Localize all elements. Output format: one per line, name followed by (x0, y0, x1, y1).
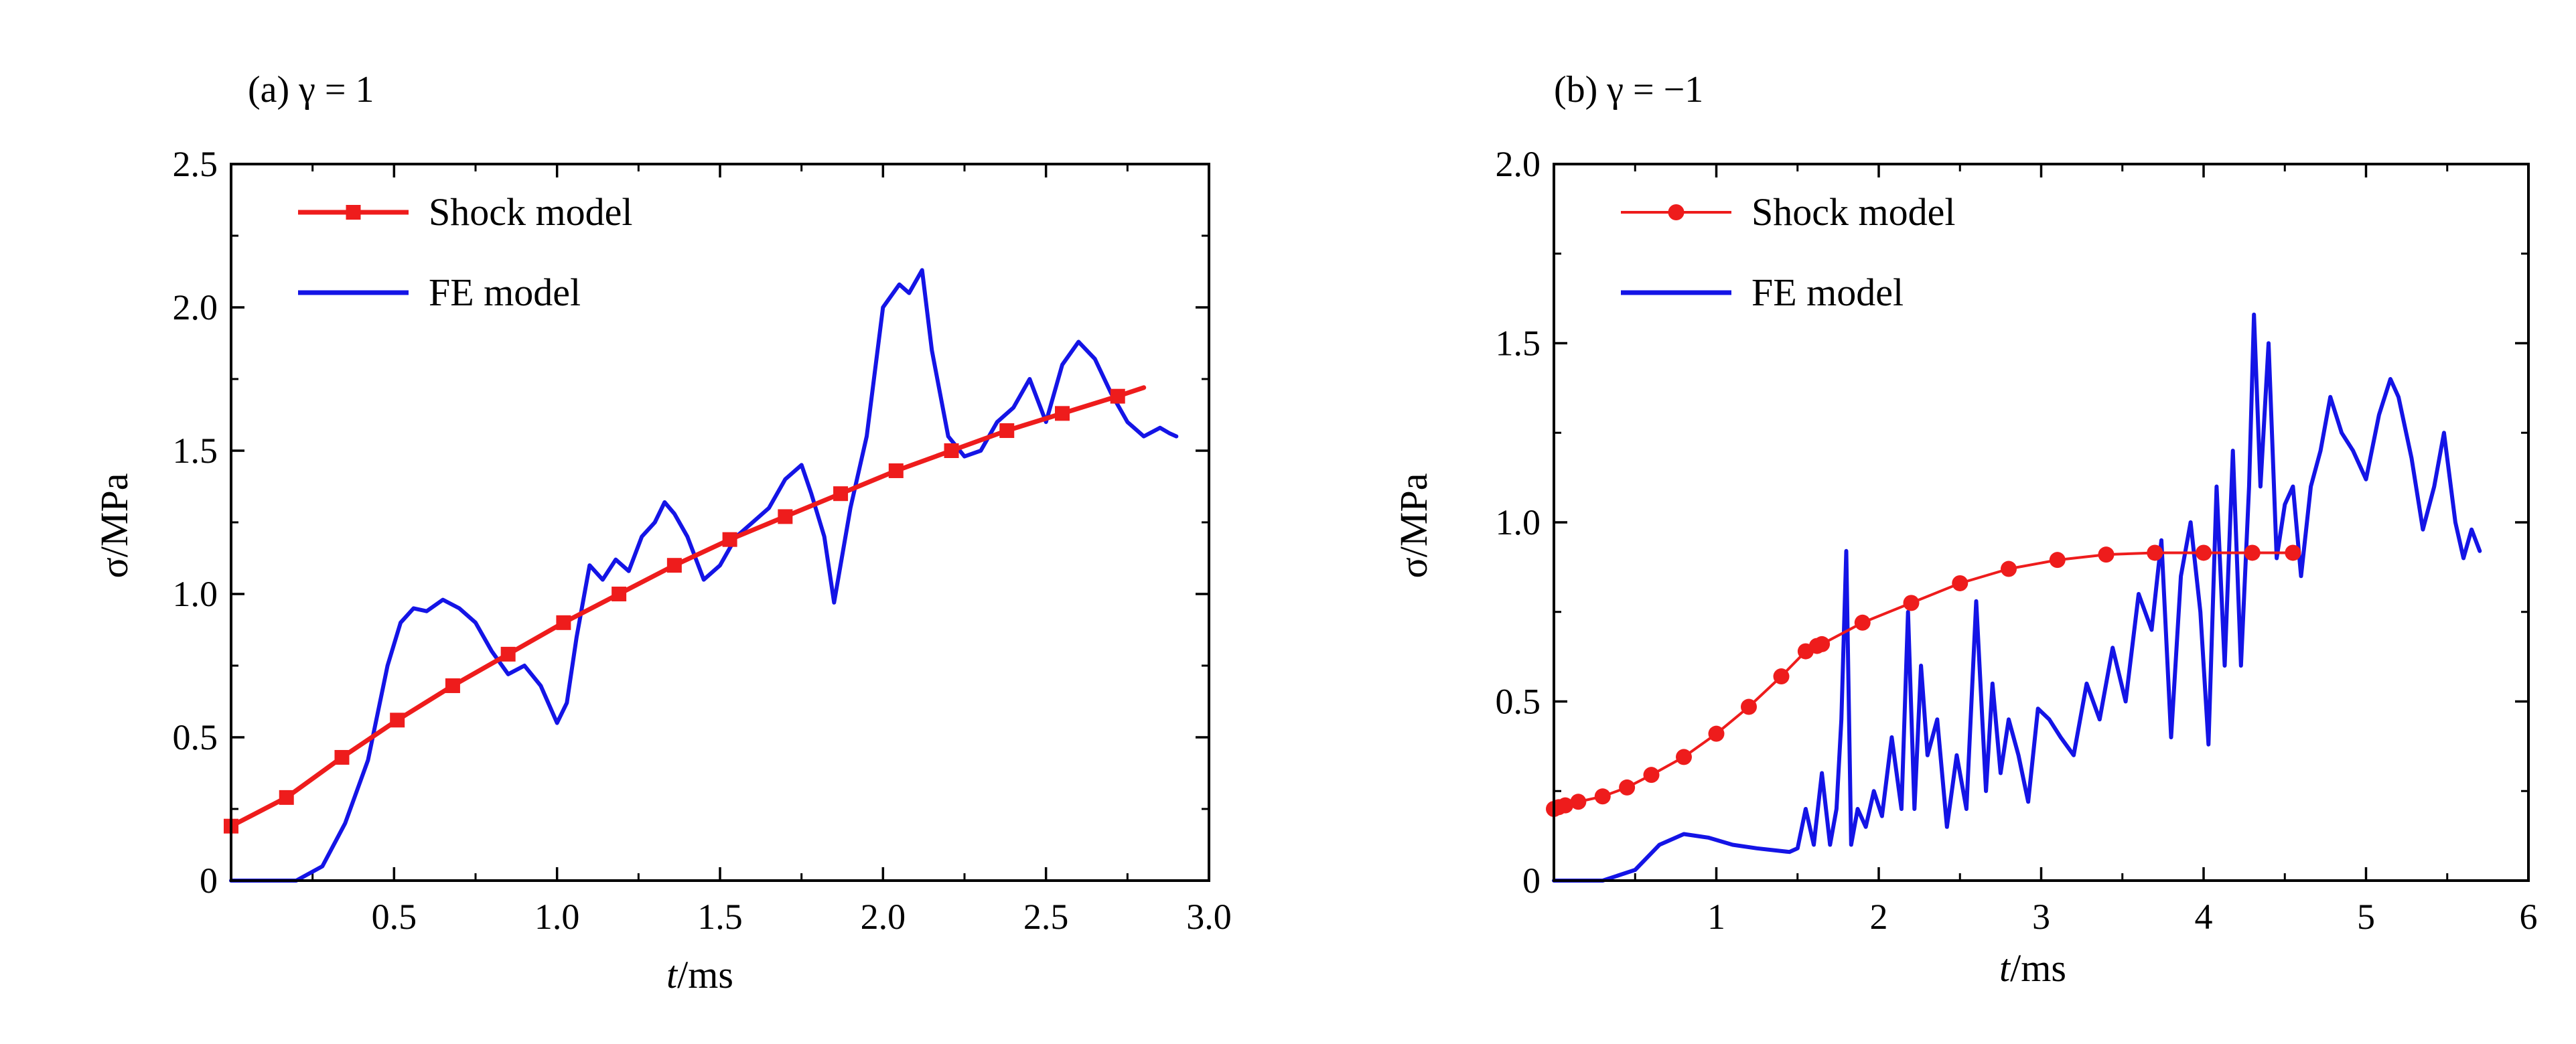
y-tick-label: 1.5 (1496, 323, 1541, 364)
panel-a-legend: Shock model FE model (298, 190, 632, 314)
y-tick-label: 1.5 (173, 431, 218, 471)
shock-model-marker (1594, 788, 1611, 805)
x-tick-label: 3.0 (1186, 897, 1232, 937)
shock-model-marker (2001, 561, 2017, 577)
shock-model-marker (1110, 388, 1125, 404)
x-tick-label: 3 (2032, 897, 2050, 937)
x-tick-label: 1.0 (534, 897, 580, 937)
fe-model-line (229, 268, 1179, 883)
shock-model-marker (999, 423, 1015, 439)
x-tick-label: 1 (1707, 897, 1725, 937)
x-tick-label: 6 (2520, 897, 2538, 937)
shock-model-line (228, 385, 1147, 829)
panel-a-ylabel: σ/MPa (92, 473, 136, 579)
shock-model-marker (1643, 767, 1660, 784)
panel-b-ticks: 1 2 3 4 5 6 0 0.5 1.0 1.5 2.0 (1496, 144, 2538, 937)
x-tick-label: 2.0 (861, 897, 906, 937)
shock-model-marker (1557, 797, 1573, 814)
shock-model-marker (2098, 546, 2115, 563)
shock-model-marker (2147, 544, 2163, 561)
shock-model-marker (2244, 544, 2261, 561)
shock-model-marker (556, 615, 571, 630)
panel-b-series (1546, 312, 2482, 883)
y-tick-label: 2.0 (173, 287, 218, 327)
y-tick-label: 1.0 (1496, 502, 1541, 542)
shock-model-marker (334, 749, 350, 765)
legend-shock-model-marker (1668, 204, 1685, 220)
shock-model-marker (1854, 614, 1871, 631)
legend-fe-model-label: FE model (429, 271, 581, 314)
y-tick-label: 2.0 (1496, 144, 1541, 184)
panel-b-xlabel: t/ms (1999, 946, 2066, 990)
panel-a-ticks: 0.5 1.0 1.5 2.0 2.5 3.0 0 0.5 1.0 1.5 2.0 2.5 (173, 144, 1232, 937)
shock-model-marker (1619, 779, 1636, 796)
panel-b-frame (1553, 163, 2530, 882)
y-tick-label: 1.0 (173, 574, 218, 614)
shock-model-marker (390, 713, 405, 728)
legend-shock-model-label: Shock model (429, 190, 632, 234)
panel-a-series (224, 268, 1179, 883)
x-tick-label: 5 (2357, 897, 2375, 937)
x-tick-label: 1.5 (697, 897, 743, 937)
shock-model-marker (2049, 552, 2066, 569)
shock-model-marker (1055, 406, 1070, 421)
shock-model-marker (612, 587, 627, 601)
panel-a-title: (a) γ = 1 (248, 69, 374, 110)
shock-model-marker (1708, 725, 1725, 742)
shock-model-marker (279, 790, 294, 805)
panel-b-ylabel: σ/MPa (1392, 473, 1435, 579)
shock-model-marker (666, 558, 682, 573)
fe-model-line (1552, 312, 2482, 883)
x-tick-label: 2 (1870, 897, 1888, 937)
shock-model-marker (944, 443, 959, 458)
y-tick-label: 2.5 (173, 144, 218, 184)
x-tick-label: 2.5 (1023, 897, 1069, 937)
shock-model-marker (833, 486, 849, 502)
x-tick-label: 4 (2195, 897, 2213, 937)
panel-a: (a) γ = 1 σ/MPa t/ms 0.5 1.0 1.5 2.0 2.5 3.00… (92, 69, 1232, 996)
y-tick-label: 0.5 (1496, 682, 1541, 722)
shock-model-marker (1814, 636, 1831, 652)
shock-model-marker (1570, 794, 1587, 810)
panel-b: (b) γ = −1 σ/MPa t/ms 1 2 3 4 5 6 0 0.5 1.0 1.5 2.… (1392, 69, 2538, 990)
panel-b-legend: Shock model FE model (1621, 190, 1955, 314)
legend-shock-model-label: Shock model (1751, 190, 1955, 234)
shock-model-marker (1741, 698, 1757, 715)
shock-model-marker (778, 509, 793, 524)
panel-a-frame (230, 163, 1210, 882)
shock-model-marker (888, 463, 904, 478)
legend-shock-model-marker (346, 205, 361, 220)
y-tick-label: 0 (200, 861, 218, 901)
shock-model-marker (1773, 668, 1790, 685)
panel-a-xlabel: t/ms (666, 953, 733, 996)
panel-b-title: (b) γ = −1 (1554, 69, 1703, 110)
shock-model-marker (1952, 575, 1969, 591)
shock-model-marker (1903, 595, 1920, 611)
shock-model-marker (500, 646, 516, 662)
legend-fe-model-label: FE model (1751, 271, 1904, 314)
x-tick-label: 0.5 (372, 897, 417, 937)
shock-model-marker (722, 532, 737, 547)
shock-model-marker (445, 678, 460, 693)
shock-model-marker (2285, 544, 2301, 561)
shock-model-marker (1676, 749, 1692, 765)
y-tick-label: 0 (1522, 861, 1541, 901)
y-tick-label: 0.5 (173, 717, 218, 757)
shock-model-marker (2196, 544, 2212, 561)
